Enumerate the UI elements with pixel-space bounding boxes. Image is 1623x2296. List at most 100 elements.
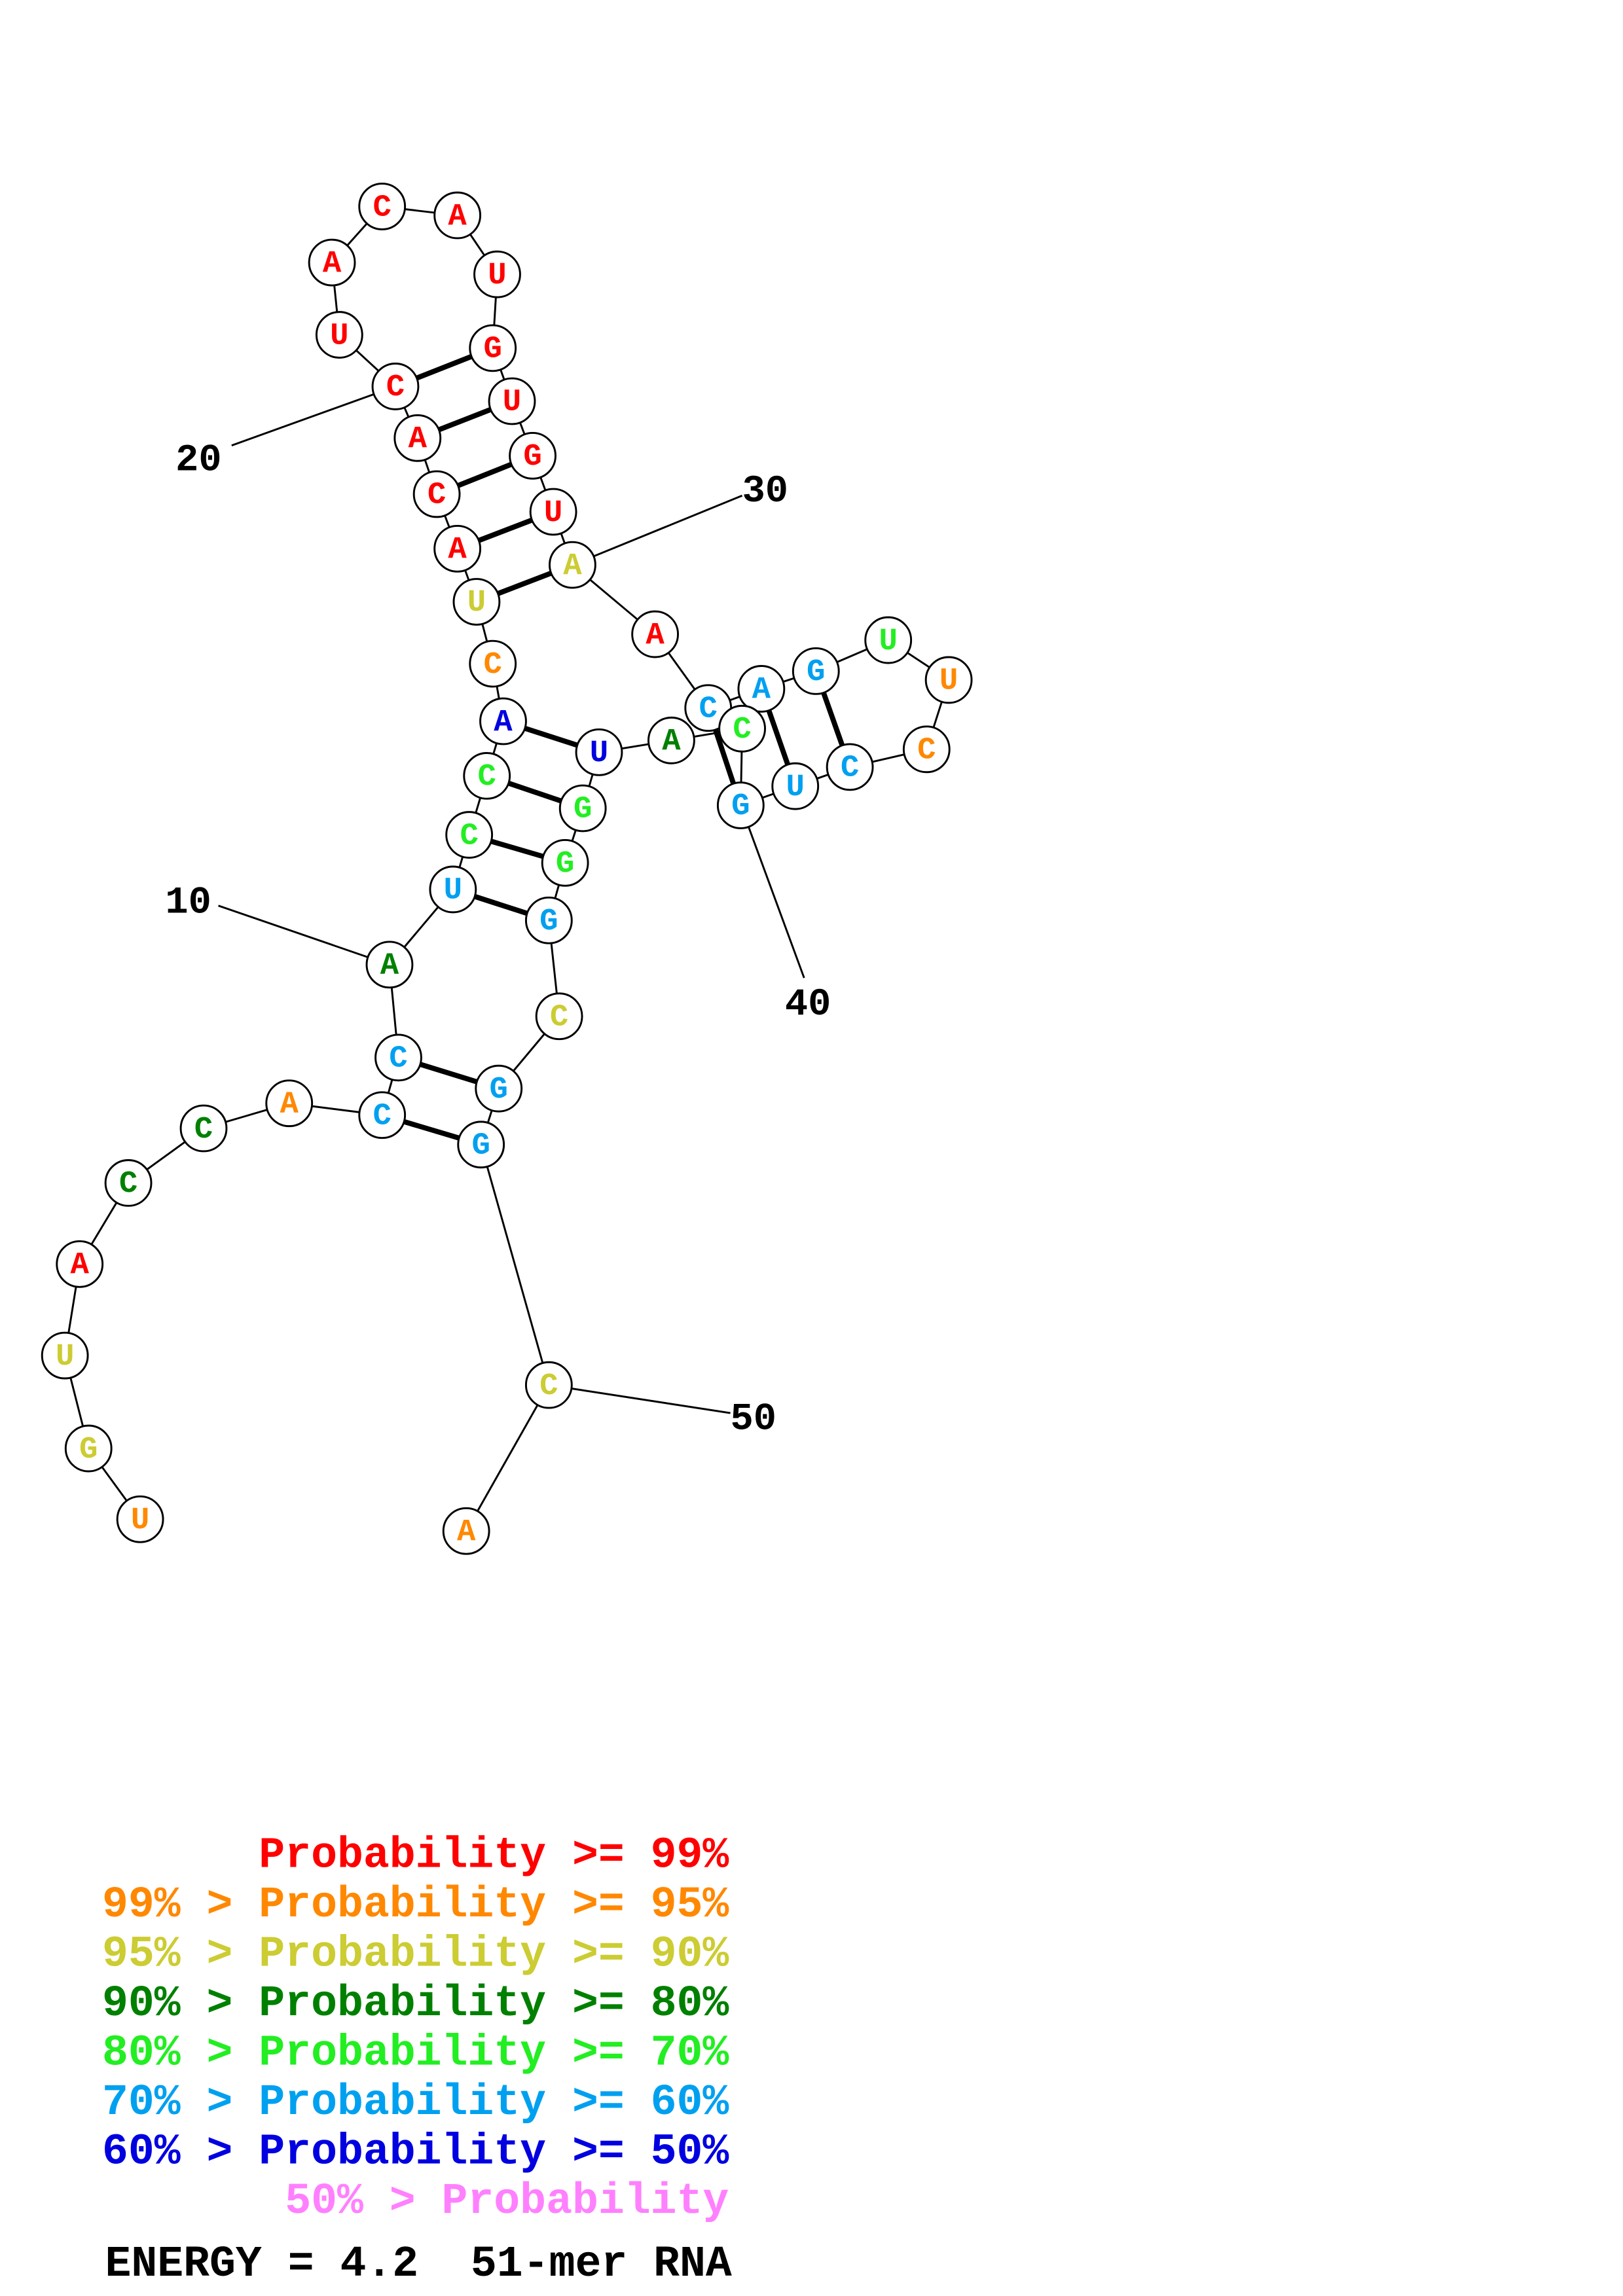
nucleotide-base: A <box>662 725 681 759</box>
nucleotide-base: A <box>752 673 771 708</box>
legend-entry: 60% > Probability >= 50% <box>102 2128 729 2177</box>
nucleotide-base: C <box>373 190 391 225</box>
nucleotide-circle <box>104 1159 153 1207</box>
nucleotide-base: A <box>323 247 342 281</box>
nucleotide-circle <box>718 704 766 753</box>
nucleotide-base: A <box>448 533 467 567</box>
nucleotide-circle <box>864 616 913 664</box>
nucleotide-base: G <box>79 1433 98 1467</box>
legend-entry: 99% > Probability >= 95% <box>102 1880 729 1929</box>
legend-entry: Probability >= 99% <box>259 1831 729 1880</box>
nucleotide-base: U <box>590 736 608 771</box>
position-label: 10 <box>165 881 211 925</box>
position-tick <box>549 1384 731 1414</box>
nucleotide-circle <box>365 941 414 989</box>
nucleotide-circle <box>792 647 840 695</box>
nucleotide-base: C <box>386 370 405 405</box>
nucleotide-circle <box>64 1424 113 1473</box>
nucleotide-circle <box>442 1507 490 1555</box>
nucleotide-base: C <box>550 1001 568 1035</box>
nucleotide-base: U <box>467 586 486 620</box>
nucleotide-base: C <box>460 819 478 853</box>
nucleotide-circle <box>469 639 517 688</box>
nucleotide-base: U <box>56 1340 74 1374</box>
nucleotide-base: G <box>807 655 825 690</box>
nucleotide-circle <box>179 1104 228 1153</box>
nucleotide-circle <box>488 377 536 425</box>
nucleotide-base: C <box>699 692 718 726</box>
nucleotide-circle <box>433 524 482 573</box>
position-label: 50 <box>731 1397 776 1441</box>
legend-entry: 70% > Probability >= 60% <box>102 2078 729 2127</box>
nucleotide-base: A <box>448 200 467 234</box>
energy-label: ENERGY = 4.2 51-mer RNA <box>105 2240 731 2289</box>
nucleotide-base: C <box>917 734 936 768</box>
nucleotide-base: G <box>574 793 592 827</box>
nucleotide-base: U <box>544 496 562 531</box>
nucleotide-base: G <box>490 1073 508 1107</box>
nucleotide-circle <box>41 1331 89 1380</box>
nucleotide-base: C <box>194 1113 213 1147</box>
nucleotide-circle <box>509 431 556 480</box>
nucleotide-circle <box>265 1079 314 1128</box>
position-label: 40 <box>785 982 831 1026</box>
nucleotide-base: A <box>380 949 399 984</box>
nucleotide-circle <box>358 183 407 230</box>
nucleotide-circle <box>902 725 951 774</box>
nucleotide-base: C <box>119 1167 137 1202</box>
legend: Probability >= 99%99% > Probability >= 9… <box>102 1831 729 2226</box>
legend-entry: 50% > Probability <box>285 2177 729 2226</box>
nucleotide-circle <box>541 838 589 887</box>
nucleotide-base: G <box>731 789 750 824</box>
nucleotide-base: U <box>330 319 348 353</box>
nucleotide-circle <box>374 1033 422 1082</box>
nucleotide-circle <box>457 1121 505 1169</box>
nucleotide-base: G <box>539 905 558 939</box>
nucleotide-circle <box>445 811 494 859</box>
nucleotide-base: G <box>471 1129 490 1164</box>
nucleotide-circle <box>463 752 511 800</box>
nucleotide-circle <box>826 743 874 791</box>
nucleotide-base: A <box>70 1248 89 1283</box>
legend-entry: 80% > Probability >= 70% <box>102 2029 729 2078</box>
nucleotide-circle <box>308 238 356 287</box>
nucleotide-base: C <box>841 751 859 786</box>
nucleotide-base: C <box>733 713 751 747</box>
nucleotide-base: C <box>539 1369 558 1404</box>
nucleotide-circle <box>924 656 973 704</box>
nucleotide-circle <box>647 716 695 764</box>
backbone-link <box>465 1384 550 1532</box>
nucleotide-circle <box>412 470 461 518</box>
nucleotide-circle <box>575 728 623 776</box>
nucleotide-circle <box>549 541 596 589</box>
nucleotide-base: G <box>523 440 541 475</box>
nucleotide-circle <box>475 1064 523 1113</box>
nucleotide-circle <box>315 311 363 359</box>
position-tick <box>739 804 805 978</box>
position-tick <box>572 494 743 566</box>
nucleotide-base: U <box>131 1503 149 1538</box>
nucleotide-circle <box>737 665 786 713</box>
nucleotide-circle <box>535 992 583 1041</box>
nucleotide-base: U <box>786 770 805 805</box>
nucleotide-base: A <box>646 619 665 653</box>
nucleotide-circle <box>358 1091 407 1139</box>
nucleotide-base: U <box>503 386 521 420</box>
nucleotide-circle <box>116 1495 164 1543</box>
nucleotide-circle <box>469 324 517 372</box>
nucleotide-base: C <box>484 648 502 683</box>
nucleotide-base: A <box>409 422 428 457</box>
nucleotide-circle <box>524 1361 573 1409</box>
nucleotide-base: C <box>389 1042 407 1077</box>
nucleotide-circle <box>524 896 573 944</box>
nucleotide-base: C <box>428 478 446 513</box>
backbone-link <box>480 1144 550 1386</box>
nucleotide-base: C <box>373 1099 391 1134</box>
nucleotide-base: A <box>494 706 513 740</box>
nucleotide-circle <box>452 578 501 626</box>
nucleotide-base: A <box>563 549 582 584</box>
position-ticks: 10 20 30 40 50 <box>165 386 831 1441</box>
nucleotide-base: U <box>444 874 462 908</box>
nucleotide-circle <box>473 250 521 298</box>
